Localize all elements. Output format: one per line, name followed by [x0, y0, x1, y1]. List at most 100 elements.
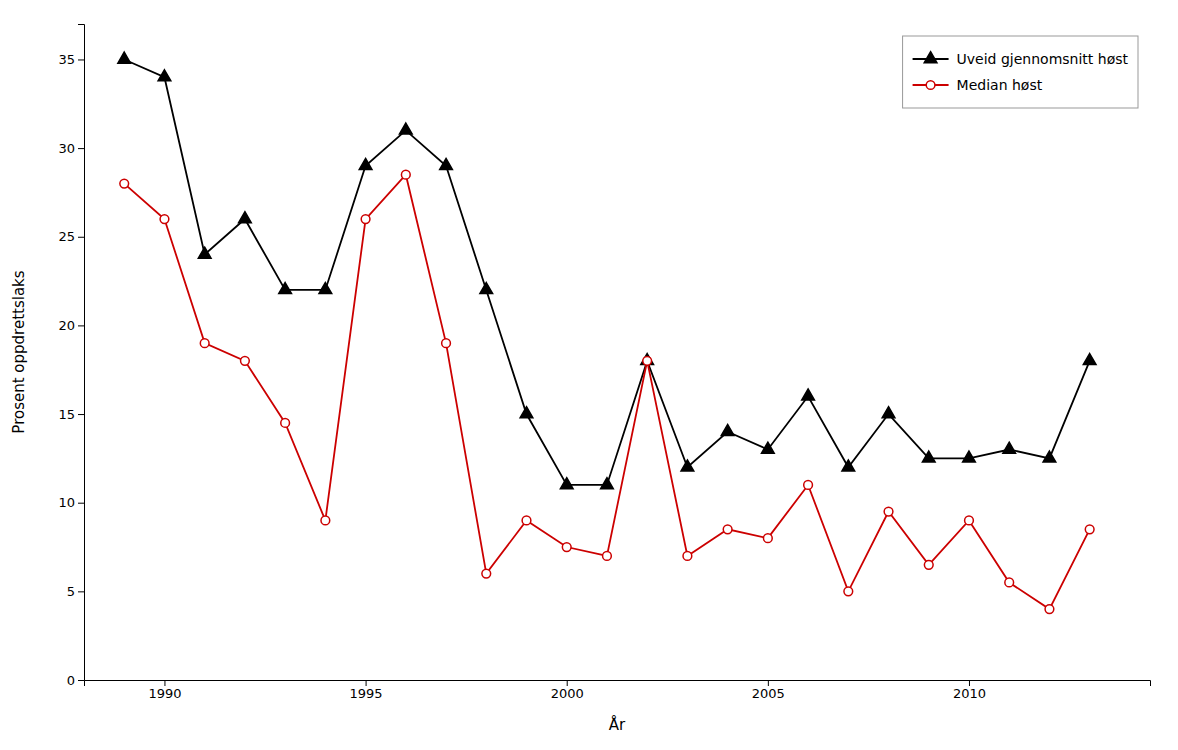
data-point — [442, 339, 451, 348]
data-point — [520, 407, 533, 418]
data-point — [198, 247, 211, 258]
x-tick: 2010 — [953, 680, 986, 701]
series-line — [124, 59, 1089, 485]
data-point — [963, 451, 976, 462]
data-point — [480, 283, 493, 294]
x-tick-mark — [768, 680, 769, 686]
data-point — [763, 534, 772, 543]
data-point — [241, 356, 250, 365]
data-point — [239, 212, 252, 223]
y-tick: 25 — [58, 229, 84, 244]
data-point — [882, 407, 895, 418]
data-point — [1043, 451, 1056, 462]
data-point — [359, 158, 372, 169]
y-tick: 20 — [58, 318, 84, 333]
y-tick: 10 — [58, 495, 84, 510]
data-point — [1005, 578, 1014, 587]
data-point — [118, 52, 131, 63]
legend-item: Median høst — [913, 77, 1043, 93]
y-tick: 0 — [67, 673, 84, 688]
data-point — [482, 569, 491, 578]
data-point — [1003, 442, 1016, 453]
x-tick-mark — [567, 680, 568, 686]
data-point — [401, 170, 410, 179]
y-tick-mark — [78, 325, 84, 326]
data-point — [1045, 605, 1054, 614]
data-point — [120, 179, 129, 188]
data-point — [440, 158, 453, 169]
data-point — [683, 552, 692, 561]
data-point — [804, 481, 813, 490]
data-point — [924, 560, 933, 569]
y-tick-label: 10 — [58, 495, 75, 510]
y-tick-label: 20 — [58, 318, 75, 333]
x-axis-title: År — [609, 715, 626, 734]
y-axis-title: Prosent oppdrettslaks — [10, 270, 28, 433]
y-axis-line — [78, 25, 85, 681]
legend-box — [903, 36, 1138, 108]
x-tick-label: 2000 — [551, 686, 584, 701]
data-point — [723, 525, 732, 534]
series — [120, 170, 1094, 613]
x-tick-label: 2010 — [953, 686, 986, 701]
marks — [118, 52, 1096, 613]
y-tick-label: 0 — [67, 673, 75, 688]
x-tick: 2000 — [551, 680, 584, 701]
series-line — [124, 175, 1089, 609]
x-tick-mark — [164, 680, 165, 686]
plot: 1990199520002005201005101520253035Uveid … — [58, 25, 1150, 702]
data-point — [601, 478, 614, 489]
x-axis-line — [85, 681, 1151, 687]
data-point — [844, 587, 853, 596]
chart: 1990199520002005201005101520253035Uveid … — [0, 0, 1178, 750]
y-tick-mark — [78, 503, 84, 504]
data-point — [641, 354, 654, 365]
x-tick-mark — [366, 680, 367, 686]
data-point — [279, 283, 292, 294]
y-tick-mark — [78, 148, 84, 149]
x-tick: 1990 — [148, 680, 181, 701]
x-tick: 2005 — [752, 680, 785, 701]
x-axis: 1990 1995 2000 2005 2010 — [85, 680, 1151, 701]
series — [118, 52, 1096, 489]
y-axis: 05101520253035 — [58, 25, 84, 688]
y-tick: 15 — [58, 407, 84, 422]
y-tick-label: 25 — [58, 229, 75, 244]
y-tick-mark — [78, 237, 84, 238]
y-tick-label: 30 — [58, 141, 75, 156]
data-point — [160, 215, 169, 224]
data-point — [681, 460, 694, 471]
data-point — [1083, 354, 1096, 365]
data-point — [603, 552, 612, 561]
data-point — [884, 507, 893, 516]
y-tick-mark — [78, 591, 84, 592]
x-tick-label: 1990 — [148, 686, 181, 701]
y-tick: 30 — [58, 141, 84, 156]
y-tick-mark — [78, 414, 84, 415]
data-point — [158, 70, 171, 81]
data-point — [721, 424, 734, 435]
data-point — [922, 451, 935, 462]
data-point — [399, 123, 412, 134]
data-point — [200, 339, 209, 348]
y-tick-label: 15 — [58, 407, 75, 422]
data-point — [802, 389, 815, 400]
data-point — [965, 516, 974, 525]
data-point — [321, 516, 330, 525]
x-tick: 1995 — [350, 680, 383, 701]
x-tick-mark — [969, 680, 970, 686]
legend-marker — [924, 52, 937, 63]
legend-label: Median høst — [957, 77, 1043, 93]
y-tick-mark — [78, 59, 84, 60]
legend-item: Uveid gjennomsnitt høst — [913, 51, 1129, 67]
data-point — [842, 460, 855, 471]
x-tick-label: 1995 — [350, 686, 383, 701]
data-point — [560, 478, 573, 489]
y-tick-label: 5 — [67, 584, 75, 599]
data-point — [281, 419, 290, 428]
data-point — [522, 516, 531, 525]
legend: Uveid gjennomsnitt høst Median høst — [903, 36, 1138, 108]
data-point — [643, 356, 652, 365]
x-tick-label: 2005 — [752, 686, 785, 701]
legend-label: Uveid gjennomsnitt høst — [957, 51, 1129, 67]
